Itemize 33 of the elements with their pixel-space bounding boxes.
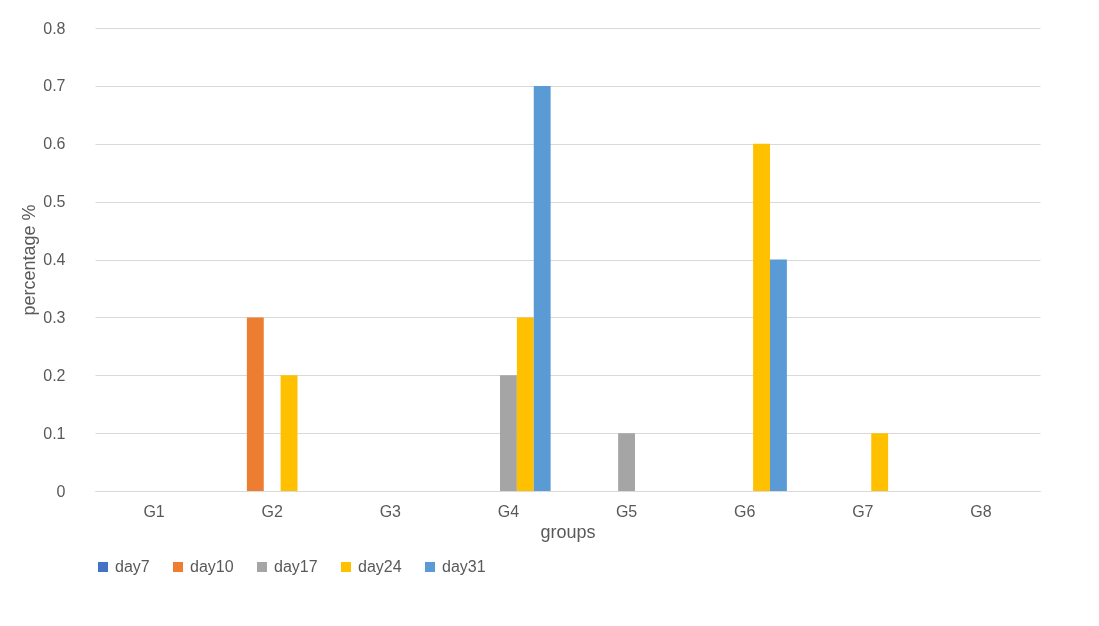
- x-tick-label: G2: [261, 502, 283, 520]
- x-tick-label: G4: [497, 502, 520, 520]
- x-tick-label: G6: [734, 502, 756, 520]
- y-tick-label: 0.3: [43, 308, 66, 326]
- x-tick-label: G3: [379, 502, 402, 520]
- bar: [246, 317, 264, 491]
- legend-label: day7: [115, 558, 150, 575]
- y-axis-title: percentage %: [19, 204, 40, 316]
- x-axis-title: groups: [540, 521, 596, 542]
- bar: [280, 375, 298, 491]
- y-tick-label: 0.7: [43, 77, 66, 95]
- y-tick-label: 0.5: [43, 193, 66, 211]
- legend-label: day17: [274, 558, 318, 575]
- y-tick-label: 0.1: [43, 424, 66, 442]
- x-tick-label: G7: [852, 502, 874, 520]
- bar: [770, 259, 787, 491]
- bar: [753, 143, 770, 491]
- y-tick-label: 0.6: [43, 135, 66, 153]
- bar: [533, 85, 551, 491]
- bar: [871, 433, 889, 491]
- y-tick-label: 0.4: [43, 251, 66, 268]
- y-tick-label: 0.2: [43, 366, 66, 384]
- x-tick-label: G1: [143, 502, 165, 520]
- x-tick-label: G5: [615, 502, 638, 520]
- bar: [516, 317, 534, 491]
- y-tick-label: 0.8: [43, 19, 66, 37]
- y-tick-label: 0: [56, 482, 66, 500]
- legend-label: day31: [442, 558, 486, 575]
- bar: [500, 375, 517, 491]
- legend-label: day24: [358, 558, 402, 575]
- legend-label: day10: [190, 558, 234, 575]
- x-tick-label: G8: [970, 502, 992, 520]
- bar: [618, 433, 635, 491]
